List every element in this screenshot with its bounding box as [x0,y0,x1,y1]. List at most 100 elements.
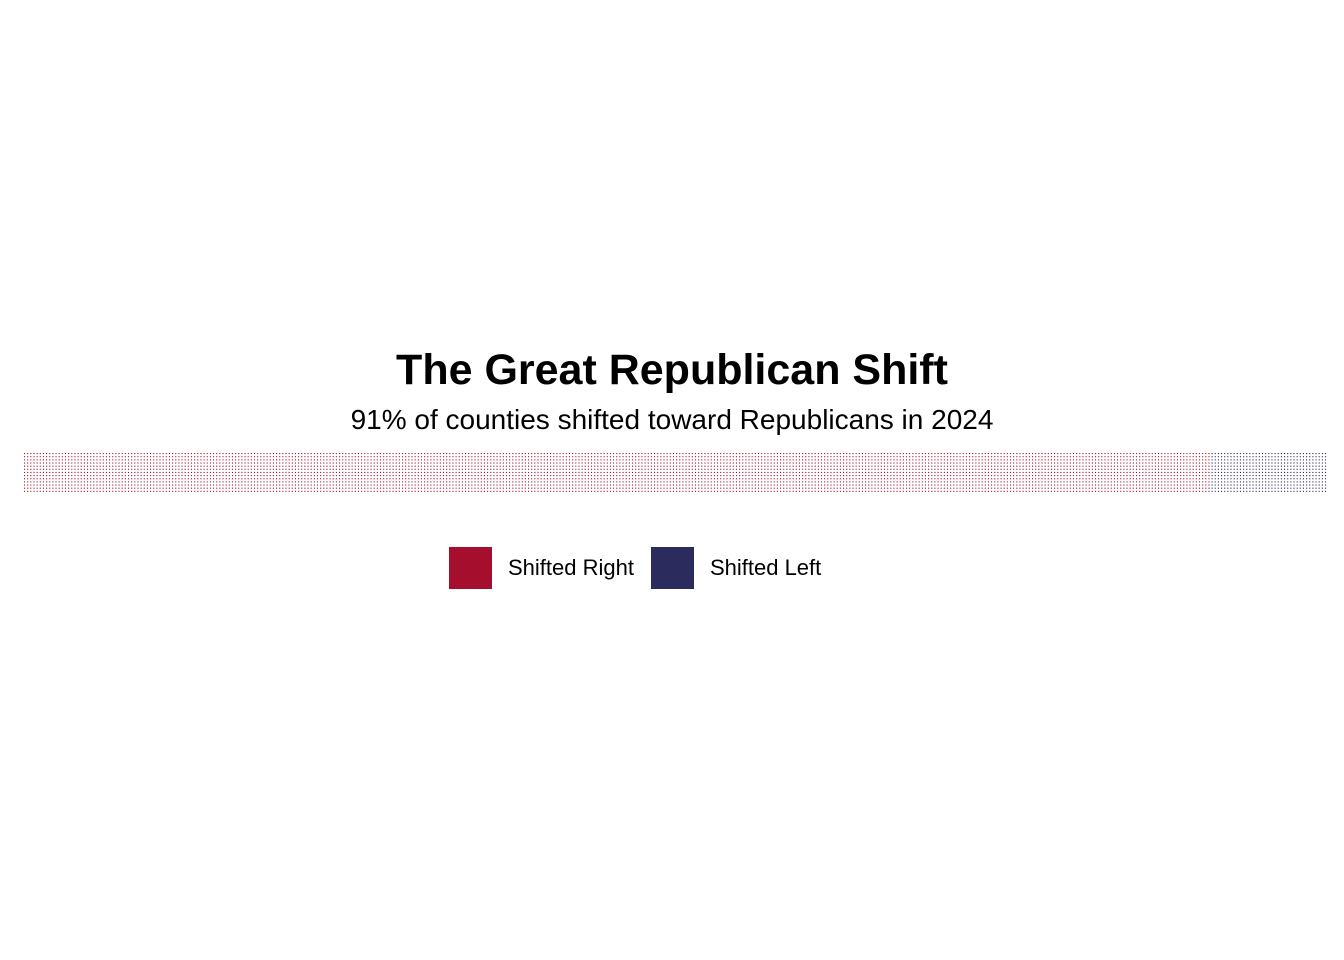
waffle-cell-shifted-right [795,459,797,461]
waffle-cell-shifted-right [565,471,567,473]
waffle-cell-shifted-right [669,490,671,492]
waffle-cell-shifted-right [1117,484,1119,486]
waffle-cell-shifted-right [912,456,914,458]
waffle-cell-shifted-right [694,490,697,492]
waffle-cell-shifted-right [978,465,980,467]
waffle-cell-shifted-right [269,471,271,473]
waffle-cell-shifted-right [1054,487,1056,489]
waffle-cell-shifted-right [550,478,552,480]
waffle-cell-shifted-right [398,490,400,492]
waffle-cell-shifted-right [1129,462,1131,464]
waffle-cell-shifted-right [1006,471,1008,473]
waffle-cell-shifted-right [219,459,221,461]
waffle-cell-shifted-right [902,478,904,480]
waffle-cell-shifted-left [1211,459,1213,461]
waffle-cell-shifted-right [978,459,980,461]
waffle-cell-shifted-right [710,471,712,473]
waffle-cell-shifted-right [757,475,760,477]
waffle-cell-shifted-right [871,456,873,458]
waffle-cell-shifted-right [691,456,693,458]
waffle-cell-shifted-right [471,475,473,477]
waffle-cell-shifted-right [1009,462,1012,464]
waffle-cell-shifted-right [102,459,104,461]
waffle-cell-shifted-right [105,487,107,489]
waffle-cell-shifted-right [764,468,766,470]
waffle-cell-shifted-right [524,478,526,480]
waffle-cell-shifted-right [90,484,92,486]
waffle-cell-shifted-right [461,468,463,470]
waffle-cell-shifted-right [33,462,35,464]
waffle-cell-shifted-right [619,490,621,492]
waffle-cell-shifted-right [436,468,438,470]
waffle-cell-shifted-right [575,487,577,489]
waffle-cell-shifted-right [219,462,221,464]
waffle-cell-shifted-right [509,462,511,464]
waffle-cell-shifted-right [594,459,596,461]
waffle-cell-shifted-right [190,478,193,480]
waffle-cell-shifted-right [978,462,980,464]
waffle-cell-shifted-right [1129,490,1131,492]
waffle-cell-shifted-right [1060,456,1062,458]
waffle-cell-shifted-right [1198,459,1201,461]
waffle-cell-shifted-right [361,462,363,464]
waffle-cell-shifted-right [39,487,41,489]
waffle-cell-shifted-right [417,475,419,477]
waffle-cell-shifted-right [641,456,643,458]
waffle-cell-shifted-right [1135,475,1138,477]
waffle-cell-shifted-right [285,465,287,467]
waffle-cell-shifted-right [742,481,744,483]
waffle-cell-shifted-right [1132,453,1134,455]
waffle-cell-shifted-right [49,478,51,480]
waffle-cell-shifted-right [638,456,640,458]
waffle-cell-shifted-right [1142,490,1144,492]
waffle-cell-shifted-right [776,471,778,473]
waffle-cell-shifted-right [672,471,674,473]
waffle-cell-shifted-right [392,465,394,467]
waffle-cell-shifted-right [197,481,199,483]
waffle-cell-shifted-right [556,481,558,483]
waffle-cell-shifted-right [93,471,95,473]
waffle-cell-shifted-right [1164,481,1166,483]
waffle-cell-shifted-right [619,484,621,486]
waffle-cell-shifted-left [1211,490,1213,492]
waffle-cell-shifted-right [1069,490,1071,492]
waffle-cell-shifted-right [146,475,148,477]
waffle-cell-shifted-right [206,490,208,492]
waffle-cell-shifted-right [603,462,605,464]
waffle-cell-shifted-right [298,471,300,473]
waffle-cell-shifted-right [1047,462,1049,464]
waffle-cell-shifted-right [906,453,908,455]
waffle-cell-shifted-right [276,468,278,470]
waffle-cell-shifted-right [490,456,492,458]
waffle-cell-shifted-right [493,487,495,489]
waffle-cell-shifted-right [581,471,583,473]
waffle-cell-shifted-right [115,487,117,489]
waffle-cell-shifted-right [90,487,92,489]
waffle-cell-shifted-right [647,484,649,486]
waffle-cell-shifted-right [1117,453,1119,455]
waffle-cell-shifted-right [1088,475,1090,477]
waffle-cell-shifted-right [720,484,722,486]
waffle-cell-shifted-right [1044,475,1046,477]
waffle-cell-shifted-right [285,475,287,477]
waffle-cell-shifted-right [118,478,120,480]
waffle-cell-shifted-right [732,453,734,455]
waffle-cell-shifted-right [455,484,457,486]
waffle-cell-shifted-right [137,487,139,489]
waffle-cell-shifted-right [342,456,344,458]
waffle-cell-shifted-right [354,481,356,483]
waffle-cell-shifted-right [209,453,211,455]
waffle-cell-shifted-right [975,487,977,489]
waffle-cell-shifted-right [1202,456,1204,458]
waffle-cell-shifted-right [1076,475,1078,477]
waffle-cell-shifted-right [597,468,599,470]
waffle-cell-shifted-right [203,475,205,477]
waffle-cell-shifted-right [1016,468,1018,470]
waffle-cell-shifted-right [465,465,467,467]
waffle-cell-shifted-right [379,481,382,483]
waffle-cell-shifted-right [937,487,939,489]
waffle-cell-shifted-right [140,453,142,455]
waffle-cell-shifted-right [263,484,265,486]
waffle-cell-shifted-right [436,490,438,492]
waffle-cell-shifted-right [461,456,463,458]
